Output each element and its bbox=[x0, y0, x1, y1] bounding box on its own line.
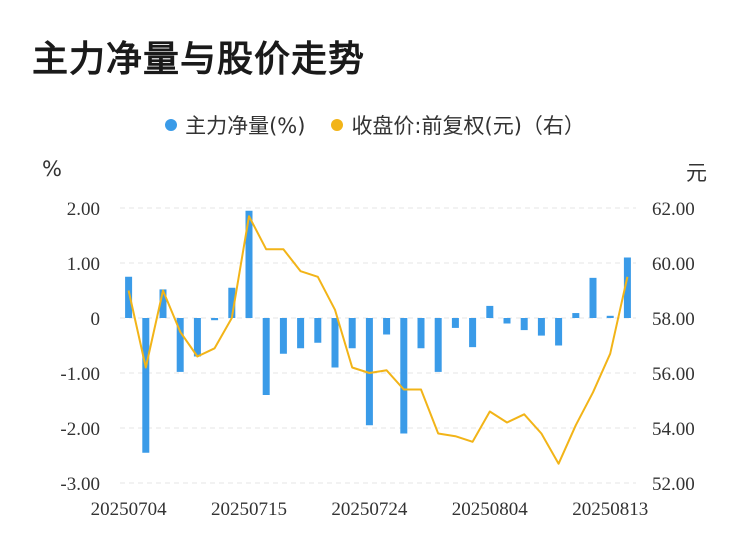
legend-price-swatch bbox=[331, 119, 344, 131]
bar-series bbox=[125, 210, 631, 453]
net-volume-bar bbox=[606, 315, 614, 318]
net-volume-bar bbox=[486, 305, 494, 318]
legend-net-label: 主力净量(%) bbox=[185, 114, 306, 138]
net-volume-bar bbox=[555, 318, 563, 346]
x-axis-ticks: 20250704 20250715 20250724 20250804 20250813 bbox=[91, 499, 649, 520]
x-tick-label: 20250715 bbox=[211, 499, 287, 520]
right-tick-label: 52.00 bbox=[652, 474, 695, 495]
net-volume-bar bbox=[228, 287, 236, 318]
net-volume-bar bbox=[469, 318, 477, 348]
net-volume-bar bbox=[417, 318, 425, 349]
net-volume-bar bbox=[572, 313, 580, 318]
left-tick-label: 1.00 bbox=[67, 254, 100, 275]
right-tick-label: 58.00 bbox=[652, 309, 695, 330]
right-tick-label: 62.00 bbox=[652, 199, 695, 220]
net-volume-bar bbox=[297, 318, 305, 349]
gridlines bbox=[120, 207, 636, 484]
net-volume-bar bbox=[589, 277, 597, 318]
net-volume-bar bbox=[348, 318, 356, 349]
left-tick-label: 0 bbox=[91, 309, 101, 330]
x-tick-label: 20250804 bbox=[452, 499, 529, 520]
x-tick-label: 20250724 bbox=[331, 499, 408, 520]
net-volume-bar bbox=[159, 289, 167, 318]
net-volume-bar bbox=[142, 318, 150, 453]
left-tick-label: 2.00 bbox=[67, 199, 100, 220]
net-volume-bar bbox=[279, 318, 287, 354]
net-volume-bar bbox=[193, 318, 201, 357]
right-axis-unit: 元 bbox=[686, 161, 707, 185]
net-volume-bar bbox=[245, 210, 253, 318]
net-volume-bar bbox=[176, 318, 184, 372]
legend: 主力净量(%) 收盘价:前复权(元)（右） bbox=[0, 110, 750, 140]
x-tick-label: 20250813 bbox=[572, 499, 648, 520]
net-volume-bar bbox=[383, 318, 391, 335]
net-volume-bar bbox=[262, 318, 270, 395]
net-volume-bar bbox=[125, 276, 133, 318]
left-tick-label: -2.00 bbox=[60, 419, 100, 440]
left-axis-ticks: 2.00 1.00 0 -1.00 -2.00 -3.00 bbox=[60, 199, 100, 495]
net-volume-bar bbox=[520, 318, 528, 331]
line-series bbox=[127, 215, 629, 465]
legend-price-label: 收盘价:前复权(元)（右） bbox=[351, 114, 585, 138]
right-tick-label: 56.00 bbox=[652, 364, 695, 385]
net-volume-bar bbox=[434, 318, 442, 372]
legend-item-price[interactable]: 收盘价:前复权(元)（右） bbox=[331, 110, 585, 140]
chart-title: 主力净量与股价走势 bbox=[32, 39, 366, 80]
net-volume-bar bbox=[451, 318, 459, 328]
legend-item-net[interactable]: 主力净量(%) bbox=[165, 110, 305, 140]
net-volume-bar bbox=[400, 318, 408, 434]
left-tick-label: -3.00 bbox=[60, 474, 100, 495]
net-volume-bar bbox=[623, 257, 631, 318]
net-volume-bar bbox=[365, 318, 373, 426]
net-volume-bar bbox=[211, 318, 219, 321]
net-volume-bar bbox=[537, 318, 545, 336]
x-tick-label: 20250704 bbox=[91, 499, 168, 520]
net-volume-bar bbox=[314, 318, 322, 343]
price-line bbox=[127, 215, 629, 465]
right-tick-label: 60.00 bbox=[652, 254, 695, 275]
right-tick-label: 54.00 bbox=[652, 419, 695, 440]
net-volume-bar bbox=[503, 318, 511, 324]
left-axis-unit: % bbox=[42, 157, 62, 181]
net-volume-bar bbox=[331, 318, 339, 368]
left-tick-label: -1.00 bbox=[60, 364, 100, 385]
right-axis-ticks: 62.00 60.00 58.00 56.00 54.00 52.00 bbox=[652, 199, 695, 495]
legend-net-swatch bbox=[165, 119, 178, 131]
